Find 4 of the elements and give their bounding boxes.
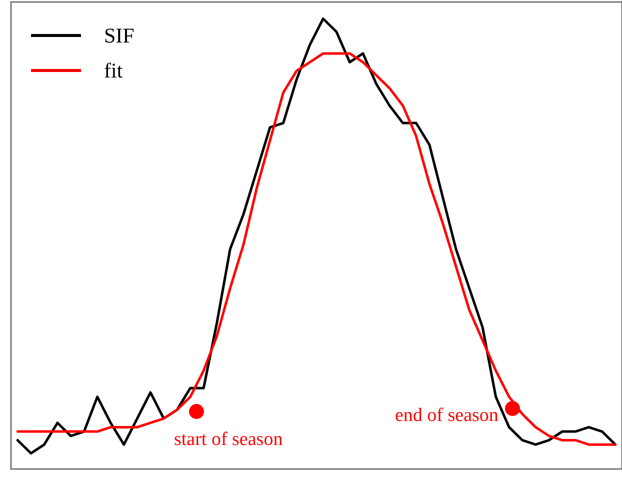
annotation: end of season bbox=[395, 405, 498, 426]
legend-label: fit bbox=[104, 58, 123, 82]
legend-label: SIF bbox=[104, 24, 134, 48]
annotation: start of season bbox=[174, 429, 283, 450]
